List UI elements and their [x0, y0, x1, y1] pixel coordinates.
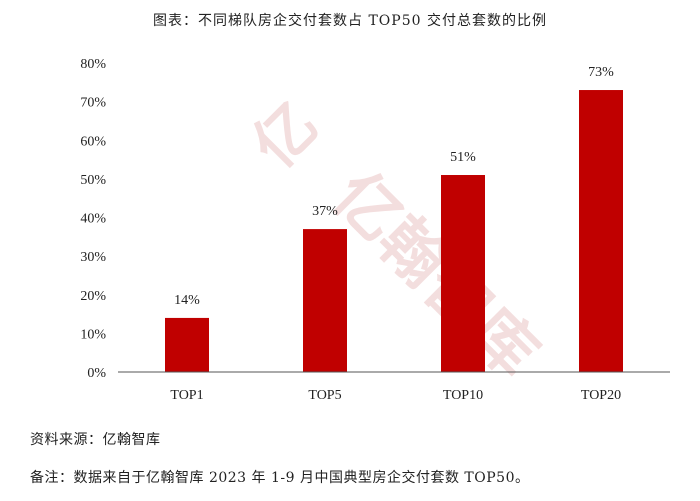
y-tick-label: 20%: [80, 289, 106, 304]
x-tick-label: TOP20: [581, 388, 621, 403]
y-tick-label: 70%: [80, 96, 106, 111]
y-tick-label: 0%: [87, 366, 106, 381]
remark-note: 备注：数据来自于亿翰智库 2023 年 1-9 月中国典型房企交付套数 TOP5…: [30, 470, 530, 486]
watermark-text: 亿翰智库: [318, 158, 551, 391]
chart-title: 图表：不同梯队房企交付套数占 TOP50 交付总套数的比例: [153, 13, 547, 29]
x-tick-label: TOP5: [308, 388, 341, 403]
y-tick-label: 60%: [80, 134, 106, 149]
data-label: 14%: [174, 293, 200, 308]
bar-top10: [441, 175, 485, 372]
watermark-mark: 亿: [240, 90, 332, 182]
y-tick-label: 40%: [80, 212, 106, 227]
x-tick-label: TOP10: [443, 388, 483, 403]
x-tick-label: TOP1: [170, 388, 203, 403]
bar-top20: [579, 90, 623, 372]
y-tick-label: 80%: [80, 57, 106, 72]
y-tick-label: 30%: [80, 250, 106, 265]
bar-top5: [303, 229, 347, 372]
data-label: 51%: [450, 150, 476, 165]
y-axis: 0% 10% 20% 30% 40% 50% 60% 70% 80%: [80, 57, 106, 381]
x-axis: TOP1 TOP5 TOP10 TOP20: [118, 371, 670, 403]
data-label: 73%: [588, 65, 614, 80]
bars: [165, 90, 623, 372]
y-tick-label: 10%: [80, 327, 106, 342]
source-note: 资料来源：亿翰智库: [30, 432, 161, 448]
y-tick-label: 50%: [80, 173, 106, 188]
data-labels: 14% 37% 51% 73%: [174, 65, 614, 308]
bar-top1: [165, 317, 209, 372]
data-label: 37%: [312, 204, 338, 219]
